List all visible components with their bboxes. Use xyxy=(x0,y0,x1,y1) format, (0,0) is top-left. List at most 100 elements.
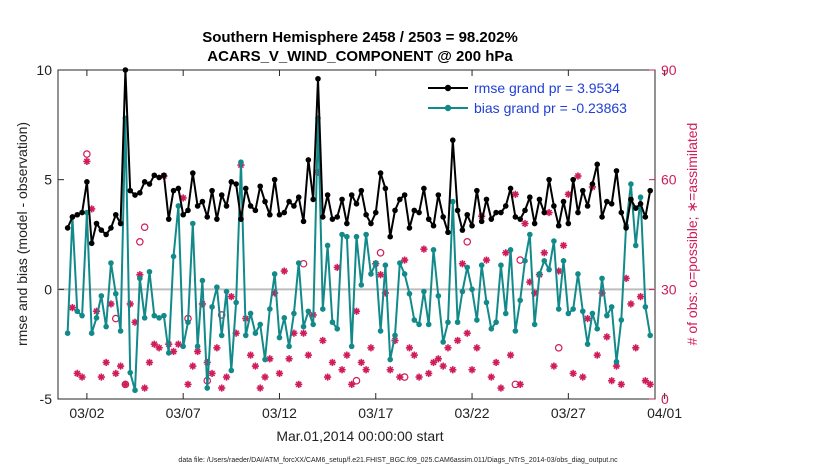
rmse-point xyxy=(209,187,215,194)
assimilated-obs-stroke xyxy=(618,381,625,388)
bias-point xyxy=(382,262,389,269)
bias-point xyxy=(454,319,461,326)
bias-point xyxy=(286,343,292,350)
assimilated-obs-stroke xyxy=(512,191,519,198)
assimilated-obs-stroke xyxy=(103,359,110,366)
assimilated-obs-stroke xyxy=(637,293,644,300)
assimilated-obs-stroke xyxy=(401,257,408,264)
y2-tick-label: 30 xyxy=(661,281,677,297)
assimilated-obs-stroke xyxy=(507,352,514,359)
bias-point xyxy=(435,293,442,299)
rmse-point xyxy=(339,196,345,203)
assimilated-obs-stroke xyxy=(208,370,216,377)
bias-point xyxy=(310,321,316,328)
bias-point xyxy=(372,260,379,266)
assimilated-obs-stroke xyxy=(98,373,105,381)
y2-axis-label: # of obs: o=possible; ∗=assimilated xyxy=(684,123,700,346)
rmse-point xyxy=(560,198,567,205)
assimilated-obs-marker xyxy=(256,384,264,392)
bias-point xyxy=(483,299,490,306)
bias-point xyxy=(541,258,548,264)
bias-point xyxy=(599,275,605,282)
rmse-point xyxy=(411,207,418,214)
assimilated-obs-stroke xyxy=(584,315,591,322)
rmse-point xyxy=(517,216,523,222)
assimilated-obs-stroke xyxy=(358,359,365,366)
legend-rmse-label: rmse grand pr = 3.9534 xyxy=(474,80,620,96)
assimilated-obs-stroke xyxy=(483,257,490,264)
rmse-point xyxy=(141,179,148,185)
assimilated-obs-stroke xyxy=(464,330,471,337)
rmse-point xyxy=(242,185,249,192)
assimilated-obs-marker xyxy=(150,340,158,348)
rmse-point xyxy=(344,220,350,227)
bias-point xyxy=(411,317,418,323)
bias-point xyxy=(117,328,124,334)
rmse-point xyxy=(382,185,389,192)
x-axis-label: Mar.01,2014 00:00:00 start xyxy=(276,428,443,444)
rmse-point xyxy=(146,181,153,187)
assimilated-obs-stroke xyxy=(435,355,442,362)
bias-point xyxy=(358,282,365,288)
assimilated-obs-marker xyxy=(266,355,274,363)
possible-obs-marker xyxy=(400,373,409,381)
assimilated-obs-marker xyxy=(112,369,120,378)
assimilated-obs-marker xyxy=(184,380,192,388)
assimilated-obs-stroke xyxy=(247,352,254,359)
rmse-point xyxy=(276,211,283,218)
y-tick-label: 0 xyxy=(44,281,52,297)
rmse-point xyxy=(642,214,649,220)
rmse-point xyxy=(156,174,162,181)
assimilated-obs-marker xyxy=(169,347,178,356)
possible-obs-marker xyxy=(554,344,563,352)
assimilated-obs-stroke xyxy=(411,352,418,359)
rmse-point xyxy=(127,187,134,194)
possible-obs-marker xyxy=(136,238,144,246)
assimilated-obs-stroke xyxy=(334,264,341,271)
bias-point xyxy=(339,231,345,238)
bias-point xyxy=(368,271,374,277)
rmse-point xyxy=(368,220,374,227)
assimilated-obs-stroke xyxy=(194,348,201,355)
rmse-point xyxy=(421,185,427,192)
bias-point xyxy=(488,326,495,332)
assimilated-obs-marker xyxy=(222,373,231,381)
assimilated-obs-stroke xyxy=(565,191,572,198)
rmse-point xyxy=(69,214,76,220)
assimilated-obs-stroke xyxy=(266,355,273,362)
rmse-point xyxy=(108,225,114,231)
bias-point xyxy=(493,319,499,326)
rmse-point xyxy=(170,187,177,194)
assimilated-obs-stroke xyxy=(459,260,466,267)
rmse-point xyxy=(488,216,495,222)
bias-point xyxy=(425,321,432,328)
assimilated-obs-stroke xyxy=(286,355,293,362)
assimilated-obs-marker xyxy=(579,373,587,381)
assimilated-obs-marker xyxy=(261,373,269,381)
bias-point xyxy=(546,266,552,273)
bias-point xyxy=(647,332,653,339)
bias-point xyxy=(238,159,244,165)
assimilated-obs-marker xyxy=(141,384,149,392)
assimilated-obs-stroke xyxy=(252,363,259,370)
assimilated-obs-marker xyxy=(632,344,640,352)
possible-obs-marker xyxy=(121,380,130,389)
rmse-point xyxy=(483,196,490,203)
rmse-point xyxy=(647,187,653,194)
assimilated-obs-stroke xyxy=(131,319,139,326)
assimilated-obs-marker xyxy=(444,344,452,352)
rmse-series-line xyxy=(66,69,652,245)
bias-point xyxy=(632,242,639,249)
bias-point xyxy=(459,288,466,295)
bias-point xyxy=(522,258,528,264)
assimilated-obs-stroke xyxy=(420,246,427,253)
assimilated-obs-stroke xyxy=(594,352,601,359)
assimilated-obs-stroke xyxy=(377,271,384,278)
assimilated-obs-stroke xyxy=(170,348,177,355)
assimilated-obs-marker xyxy=(434,355,442,363)
assimilated-obs-marker xyxy=(401,256,409,264)
rmse-point xyxy=(628,196,634,203)
assimilated-obs-marker xyxy=(497,384,505,392)
rmse-point xyxy=(555,222,562,229)
assimilated-obs-stroke xyxy=(117,363,124,370)
